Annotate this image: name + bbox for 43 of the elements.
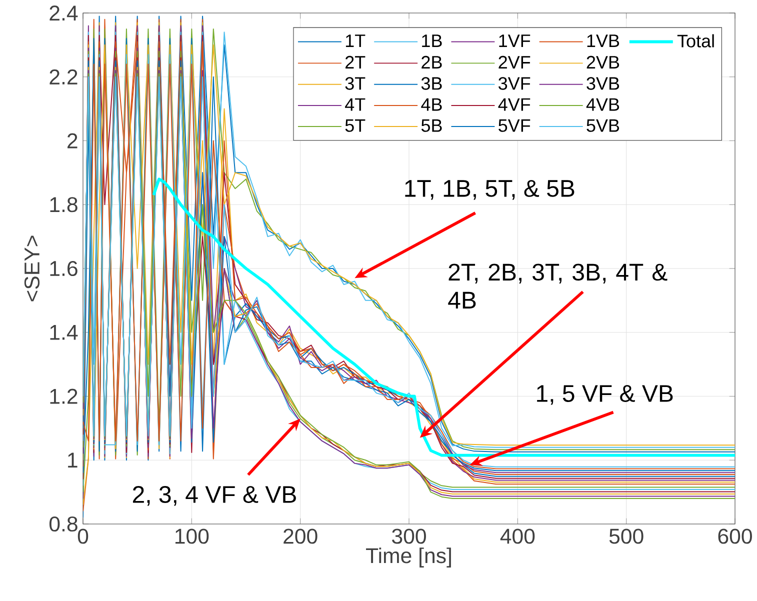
legend-label: Total xyxy=(677,34,714,48)
legend-label: 1T xyxy=(346,34,366,47)
legend-label: 4VF xyxy=(498,98,530,111)
y-tick-label: 0.8 xyxy=(49,516,78,532)
legend-label: 3VB xyxy=(586,77,620,90)
x-tick-label: 600 xyxy=(718,528,752,544)
legend-label: 1B xyxy=(422,34,442,47)
legend-label: 2VF xyxy=(498,56,530,68)
legend-label: 1VB xyxy=(587,34,620,47)
x-tick-label: 500 xyxy=(609,528,644,544)
legend-label: 2B xyxy=(422,56,442,68)
annotation: 1, 5 VF & VB xyxy=(537,385,673,405)
y-tick-label: 1.4 xyxy=(50,325,78,340)
y-tick-label: 2.4 xyxy=(50,6,78,20)
y-tick-label: 1.6 xyxy=(50,260,78,276)
legend-label: 5VB xyxy=(586,119,620,132)
annotation: 2, 3, 4 VF & VB xyxy=(132,486,296,506)
annotation: 2T, 2B, 3T, 3B, 4T & 4B xyxy=(448,264,668,308)
y-tick-label: 2 xyxy=(68,133,78,148)
y-tick-label: 1 xyxy=(68,452,78,468)
y-tick-label: 1.8 xyxy=(50,197,78,212)
legend-label: 2T xyxy=(346,56,366,68)
legend-label: 4B xyxy=(421,98,442,111)
legend-label: 4VB xyxy=(586,98,620,111)
legend-label: 1VF xyxy=(499,34,530,47)
legend-label: 2VB xyxy=(586,56,620,68)
legend-label: 5T xyxy=(345,119,366,132)
x-tick-label: 0 xyxy=(78,528,88,544)
legend-label: 3VF xyxy=(498,77,530,90)
annotation: 1T, 1B, 5T, & 5B xyxy=(405,180,574,200)
y-tick-label: 2.2 xyxy=(50,69,78,84)
y-tick-label: 1.2 xyxy=(50,388,78,404)
legend-label: 5B xyxy=(421,119,442,132)
x-tick-label: 300 xyxy=(392,528,426,544)
y-axis-title: <SEY> xyxy=(24,236,40,302)
x-axis-title: Time [ns] xyxy=(366,548,451,568)
legend-label: 3T xyxy=(345,77,366,90)
x-tick-label: 400 xyxy=(500,528,535,544)
legend-label: 4T xyxy=(345,98,366,111)
legend-label: 5VF xyxy=(498,119,530,132)
legend-label: 3B xyxy=(421,77,442,90)
x-tick-label: 100 xyxy=(175,528,209,544)
x-tick-label: 200 xyxy=(284,528,318,544)
